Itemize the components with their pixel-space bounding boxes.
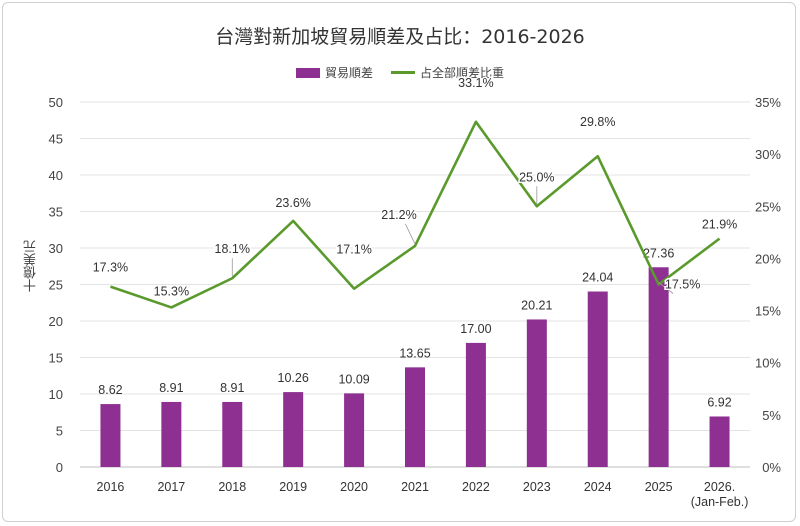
line-label: 25.0% — [519, 170, 554, 184]
bar — [465, 342, 486, 467]
legend-swatch-bar — [295, 67, 320, 78]
x-tick-label: 2022 — [462, 480, 490, 494]
line-label: 29.8% — [580, 115, 615, 129]
y2-tick-label: 20% — [755, 251, 781, 266]
bar — [100, 404, 121, 467]
bar-label: 20.21 — [521, 298, 552, 312]
line-label: 18.1% — [215, 242, 250, 256]
y2-tick-label: 10% — [755, 356, 781, 371]
x-tick-label: 2019 — [279, 480, 307, 494]
bar — [222, 401, 243, 467]
x-tick-label: 2024 — [584, 480, 612, 494]
y-tick-label: 50 — [49, 95, 63, 110]
line-label: 17.1% — [336, 243, 371, 257]
chart-title: 台灣對新加坡貿易順差及占比：2016-2026 — [215, 26, 585, 48]
bar — [709, 416, 730, 467]
bar-label: 8.62 — [98, 383, 122, 397]
y-tick-label: 45 — [49, 132, 63, 147]
line-label: 15.3% — [154, 284, 189, 298]
y-tick-label: 0 — [56, 460, 63, 475]
y-tick-label: 15 — [49, 351, 63, 366]
y-tick-label: 5 — [56, 424, 63, 439]
y-tick-label: 10 — [49, 387, 63, 402]
bar-label: 10.09 — [338, 372, 369, 386]
line-label: 17.5% — [665, 278, 700, 292]
x-tick-label: (Jan-Feb.) — [691, 495, 749, 509]
legend-item-bar: 貿易順差 — [295, 64, 373, 81]
bar-label: 8.91 — [220, 381, 244, 395]
x-tick-label: 2020 — [340, 480, 368, 494]
x-tick-label: 2018 — [218, 480, 246, 494]
x-tick-label: 2021 — [401, 480, 429, 494]
x-tick-label: 2016 — [97, 480, 125, 494]
bar-label: 10.26 — [278, 371, 309, 385]
y-tick-label: 40 — [49, 168, 63, 183]
y2-tick-label: 5% — [762, 408, 781, 423]
y2-tick-label: 15% — [755, 304, 781, 319]
line-label: 21.9% — [702, 218, 737, 232]
bar-label: 8.91 — [159, 381, 183, 395]
bar-label: 27.36 — [643, 246, 674, 260]
line-label: 33.1% — [458, 76, 493, 90]
legend-item-line: 占全部順差比重 — [391, 64, 504, 81]
bar — [648, 267, 669, 467]
bar — [587, 291, 608, 467]
legend-swatch-line — [391, 71, 415, 74]
y-tick-label: 35 — [49, 205, 63, 220]
y2-tick-label: 25% — [755, 199, 781, 214]
x-tick-label: 2017 — [157, 480, 185, 494]
y2-tick-label: 30% — [755, 147, 781, 162]
legend: 貿易順差 占全部順差比重 — [0, 64, 800, 81]
leader-line — [658, 282, 674, 294]
bar-label: 17.00 — [460, 322, 491, 336]
y2-tick-label: 0% — [762, 460, 781, 475]
leader-line — [405, 223, 416, 245]
x-tick-label: 2026. — [704, 480, 735, 494]
bar-label: 24.04 — [582, 271, 613, 285]
y-tick-label: 20 — [49, 314, 63, 329]
y-tick-label: 30 — [49, 241, 63, 256]
line-label: 21.2% — [381, 208, 416, 222]
bar — [283, 392, 304, 467]
bar — [405, 367, 425, 467]
bar — [344, 393, 365, 467]
bar-label: 13.65 — [399, 346, 430, 360]
bar-label: 6.92 — [707, 395, 731, 409]
y-tick-label: 25 — [49, 278, 63, 293]
line-label: 23.6% — [275, 196, 310, 210]
legend-label-line: 占全部順差比重 — [420, 66, 505, 80]
x-tick-label: 2025 — [645, 480, 673, 494]
x-tick-label: 2023 — [523, 480, 551, 494]
line-label: 17.3% — [93, 261, 128, 275]
bar — [161, 401, 182, 467]
legend-label-bar: 貿易順差 — [324, 66, 373, 80]
line-series — [110, 120, 721, 309]
bar — [526, 319, 547, 467]
y2-tick-label: 35% — [755, 95, 781, 110]
